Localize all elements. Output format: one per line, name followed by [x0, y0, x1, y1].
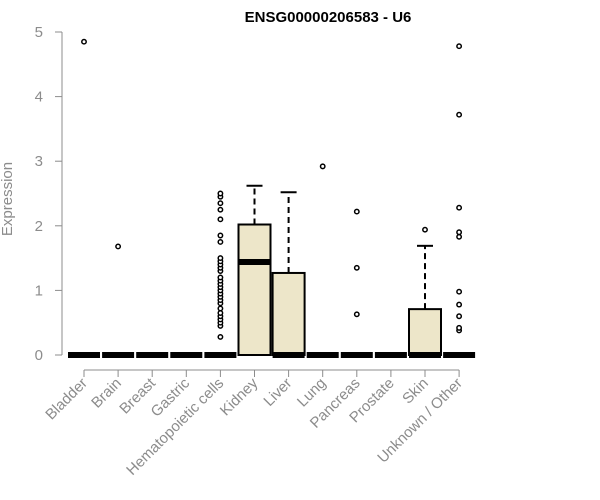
box-body: [237, 223, 272, 356]
y-axis-label: Expression: [0, 162, 16, 236]
outlier-point: [353, 208, 360, 215]
x-tick-label: Kidney: [217, 374, 262, 419]
outlier-point: [217, 305, 224, 312]
y-tick-label: 2: [35, 218, 43, 235]
outlier-point: [217, 190, 224, 197]
outlier-point: [217, 232, 224, 239]
outlier-point: [456, 313, 463, 320]
chart-title: ENSG00000206583 - U6: [245, 9, 412, 26]
outlier-point: [81, 38, 87, 45]
x-tick-label: Bladder: [42, 375, 91, 424]
outlier-point: [456, 301, 463, 308]
x-tick-label: Liver: [260, 375, 295, 410]
y-tick-label: 3: [35, 153, 43, 170]
plot-area: 012345BladderBrainBreastGastricHematopoi…: [35, 24, 476, 479]
outlier-point: [456, 111, 463, 118]
outlier-point: [115, 243, 122, 250]
outlier-point: [217, 206, 224, 213]
outlier-point: [456, 324, 463, 331]
outlier-point: [217, 255, 224, 262]
box-body: [271, 271, 306, 357]
y-tick-label: 5: [35, 24, 43, 41]
outlier-point: [217, 239, 224, 245]
outlier-point: [319, 163, 326, 170]
outlier-point: [456, 288, 463, 295]
y-tick-label: 1: [35, 282, 43, 299]
y-tick-label: 0: [35, 347, 43, 364]
outlier-point: [217, 333, 224, 340]
outlier-point: [456, 229, 463, 236]
y-tick-label: 4: [35, 89, 43, 106]
outlier-point: [217, 310, 224, 316]
box-body: [408, 308, 442, 357]
outlier-point: [217, 216, 224, 223]
outlier-point: [217, 274, 224, 281]
outlier-point: [353, 311, 360, 318]
outlier-point: [456, 204, 463, 211]
outlier-point: [456, 233, 463, 240]
outlier-point: [456, 43, 463, 50]
outlier-point: [217, 200, 224, 207]
outlier-point: [422, 226, 428, 233]
outlier-point: [353, 264, 360, 271]
